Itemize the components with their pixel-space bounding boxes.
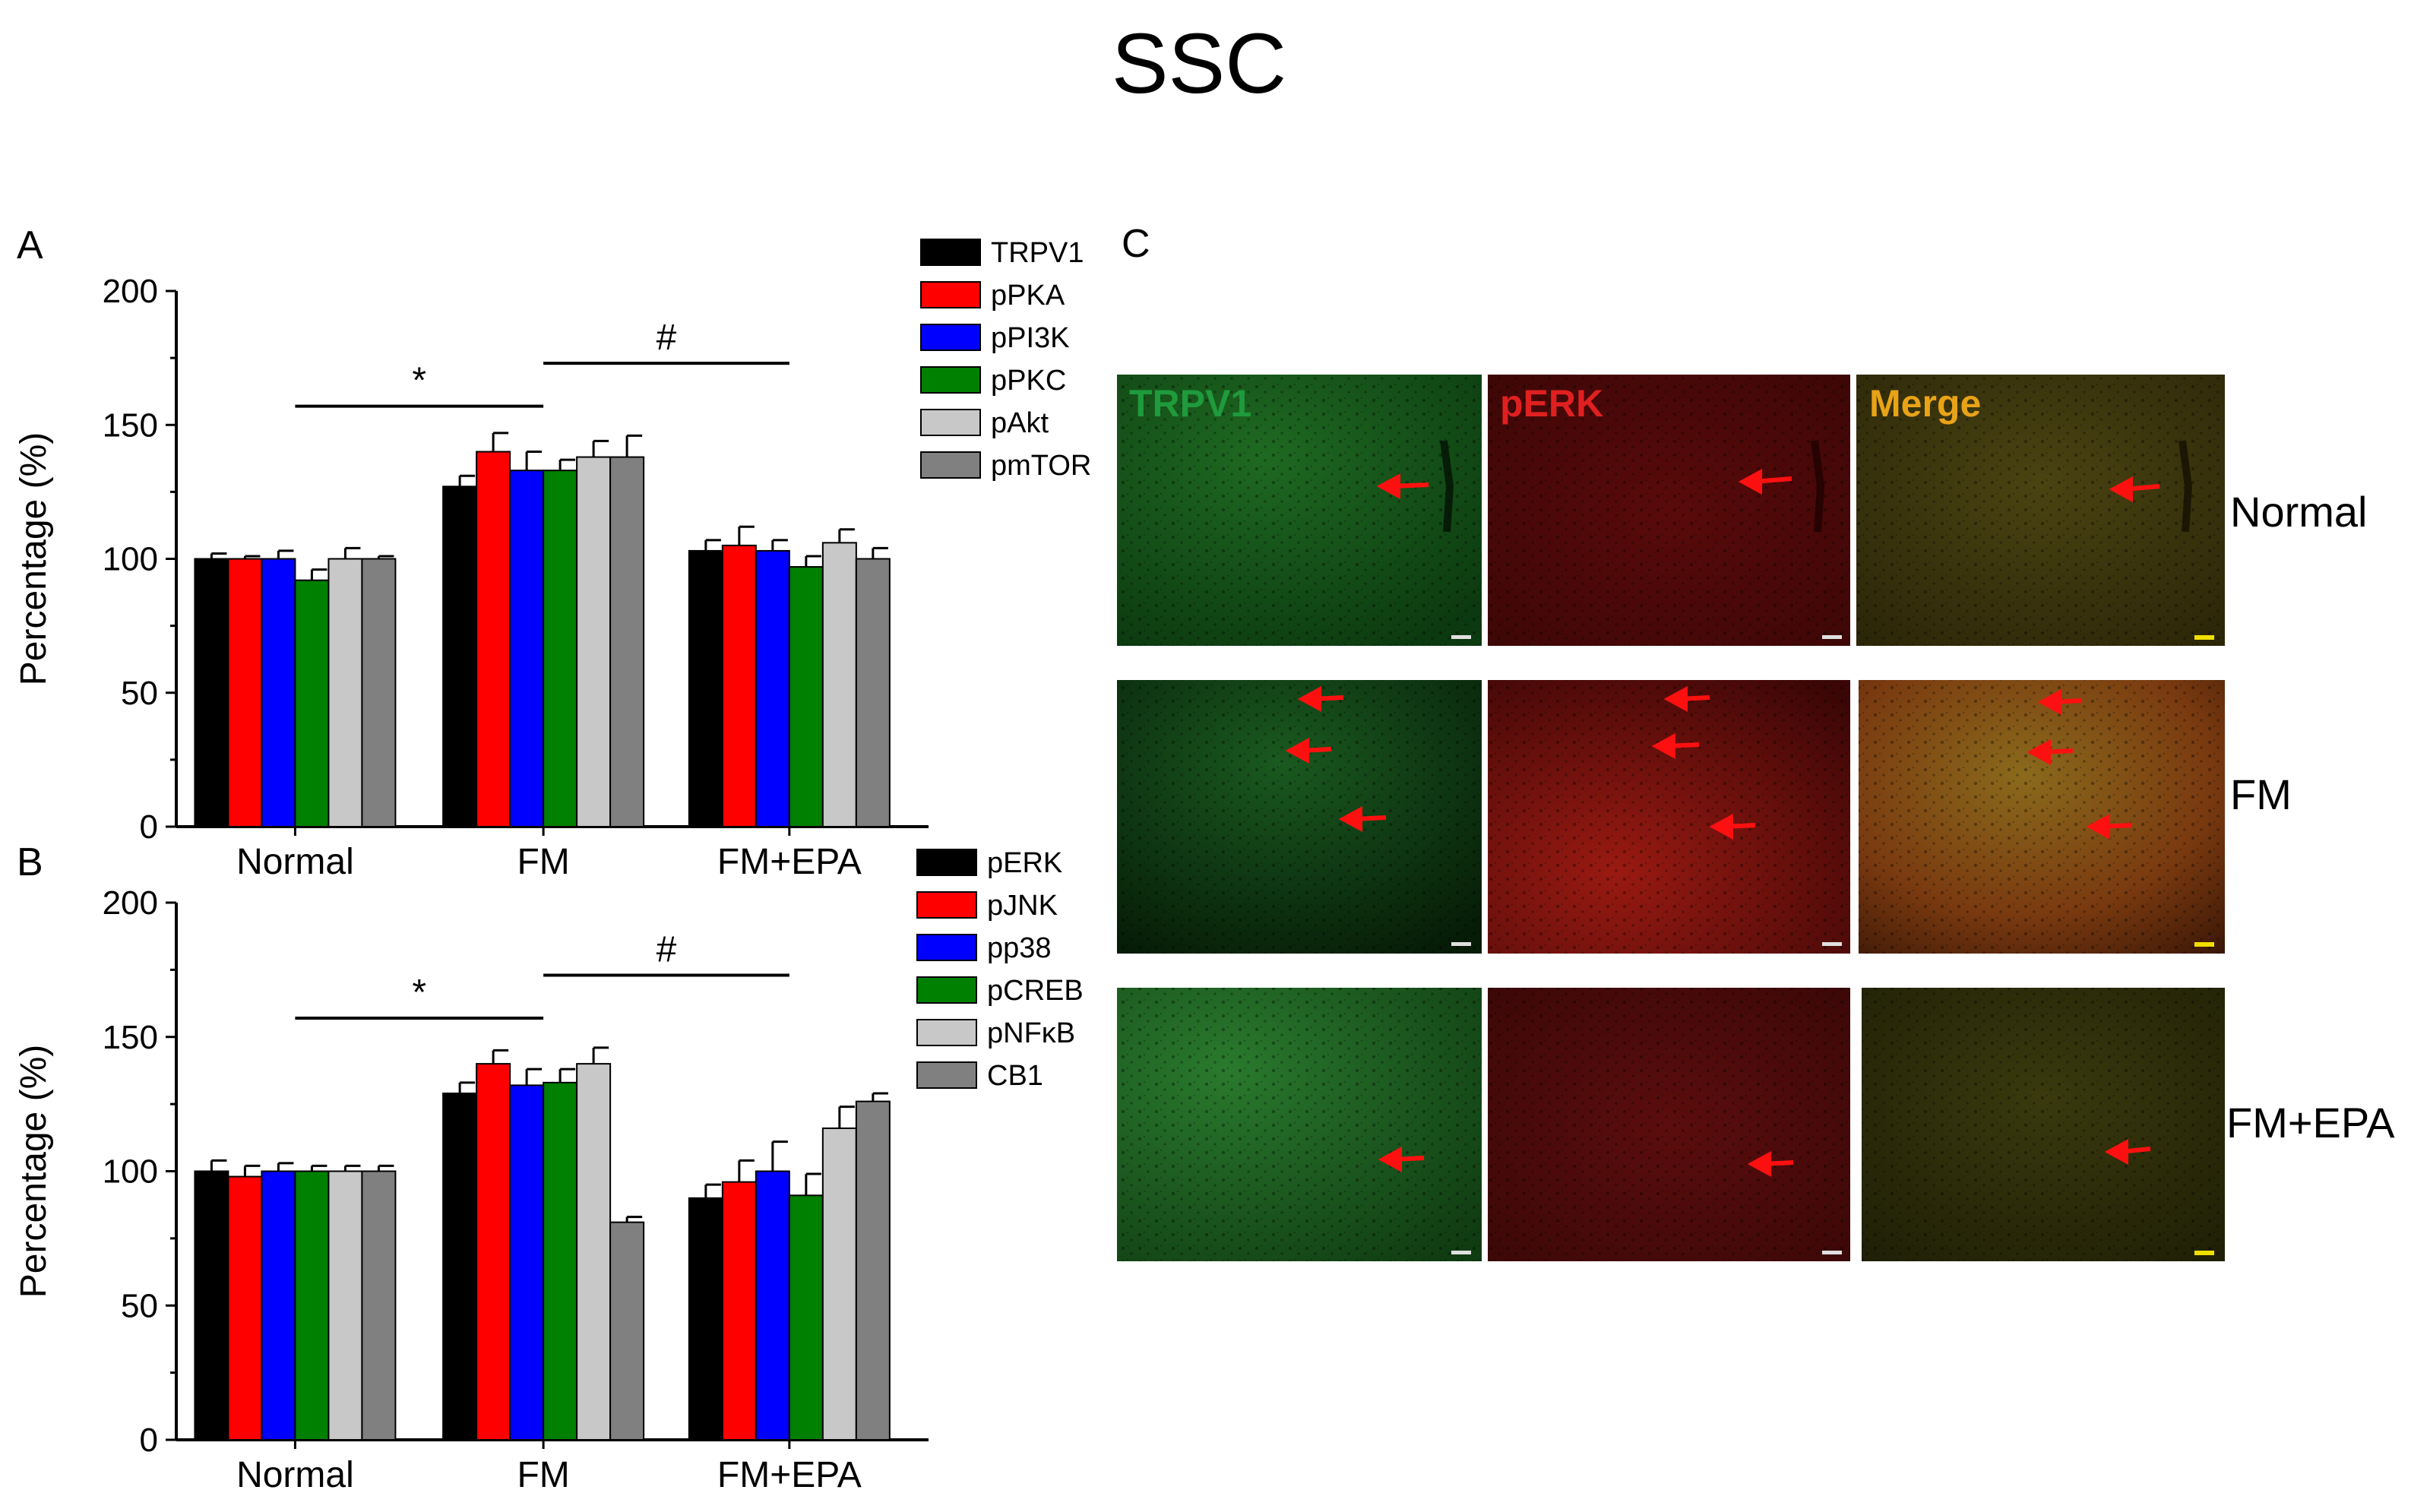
y-tick-label: 200	[103, 884, 158, 922]
x-tick-label: Normal	[236, 842, 354, 882]
bar	[361, 558, 397, 827]
x-tick-label: FM+EPA	[717, 842, 862, 882]
bar	[721, 544, 757, 827]
column-label-merge: Merge	[1869, 382, 1981, 425]
legend-swatch	[920, 281, 981, 308]
bar	[294, 579, 330, 827]
bar	[821, 1127, 857, 1441]
bar	[688, 549, 723, 827]
legend-swatch	[920, 409, 981, 436]
bar	[688, 1197, 723, 1441]
bar	[821, 542, 857, 827]
legend-label: pp38	[987, 932, 1052, 964]
panel-label-a: A	[17, 223, 43, 267]
column-label-perk: pERK	[1500, 382, 1603, 425]
row-label-fmepa: FM+EPA	[2226, 1099, 2395, 1147]
significance-marker: #	[657, 318, 677, 358]
legend-swatch	[920, 239, 981, 266]
y-tick-label: 100	[103, 541, 158, 578]
legend-swatch	[920, 451, 981, 479]
legend-swatch	[916, 1061, 977, 1089]
y-tick-label: 200	[103, 273, 158, 310]
legend-swatch	[920, 366, 981, 394]
legend-swatch	[916, 891, 977, 919]
legend-label: pPKC	[991, 365, 1066, 397]
row-label-normal: Normal	[2230, 488, 2367, 536]
legend-label: pPI3K	[991, 322, 1070, 354]
y-tick-label: 0	[140, 808, 158, 846]
legend-label: pERK	[987, 847, 1062, 879]
bar	[361, 1170, 397, 1441]
legend-label: pCREB	[987, 975, 1084, 1007]
bar	[576, 456, 612, 827]
y-tick-label: 50	[121, 675, 158, 712]
bar	[576, 1063, 612, 1441]
significance-marker: *	[412, 973, 426, 1013]
legend-swatch	[916, 1019, 977, 1046]
legend-label: pPKA	[991, 280, 1065, 312]
y-axis-label: Percentage (%)	[14, 432, 54, 686]
legend-label: pNFκB	[987, 1017, 1075, 1049]
x-tick-label: FM+EPA	[717, 1455, 862, 1495]
significance-marker: #	[657, 929, 677, 970]
bar	[788, 566, 824, 827]
legend-swatch	[916, 934, 977, 961]
y-tick-label: 150	[103, 1019, 158, 1056]
y-tick-label: 50	[121, 1287, 158, 1324]
bar	[721, 1181, 757, 1441]
bar	[788, 1194, 824, 1441]
bar	[476, 451, 511, 827]
bar	[543, 470, 578, 827]
bar	[755, 1170, 790, 1441]
significance-marker: *	[412, 361, 426, 401]
micrograph-panel: TRPV1 pERK Merge Normal FM FM+EPA	[1117, 375, 2395, 1261]
figure-title: SSC	[1112, 16, 1286, 111]
bar	[194, 1170, 229, 1441]
y-tick-label: 0	[140, 1422, 158, 1459]
column-label-trpv1: TRPV1	[1129, 382, 1251, 425]
legend-label: TRPV1	[991, 237, 1084, 269]
legend-label: pAkt	[991, 407, 1049, 439]
y-tick-label: 150	[103, 406, 158, 444]
legend-label: pmTOR	[991, 450, 1091, 482]
legend-label: CB1	[987, 1060, 1043, 1092]
x-tick-label: FM	[517, 1455, 569, 1495]
bar	[227, 1175, 263, 1441]
bar	[543, 1081, 578, 1441]
bar	[442, 486, 478, 827]
bar	[509, 1084, 545, 1441]
bar	[261, 558, 296, 827]
legend-swatch	[920, 324, 981, 351]
bar	[609, 456, 645, 827]
y-axis-label: Percentage (%)	[14, 1045, 54, 1298]
bar	[327, 1170, 363, 1441]
bar	[755, 549, 790, 827]
bar-chart-a: 0 50 100 150 200 Percentage (%) Normal FM FM+EPA…	[14, 237, 1091, 882]
bar	[294, 1170, 330, 1441]
panel-label-b: B	[17, 840, 43, 884]
x-tick-label: FM	[517, 842, 569, 882]
row-label-fm: FM	[2230, 770, 2292, 818]
bar	[609, 1221, 645, 1441]
bar	[194, 558, 229, 827]
legend-swatch	[916, 976, 977, 1004]
x-tick-label: Normal	[236, 1455, 354, 1495]
bar	[476, 1063, 511, 1441]
bar	[509, 470, 545, 827]
bar	[855, 1100, 891, 1441]
bar	[855, 558, 891, 827]
bar	[327, 558, 363, 827]
legend-swatch	[916, 849, 977, 876]
bar-chart-b: 0 50 100 150 200 Percentage (%) Normal FM FM+EPA…	[14, 847, 1084, 1495]
bar	[442, 1092, 478, 1441]
panel-label-c: C	[1122, 222, 1150, 266]
arrow-markers	[1285, 468, 2160, 1178]
legend-label: pJNK	[987, 890, 1058, 922]
y-tick-label: 100	[103, 1153, 158, 1191]
bar	[227, 558, 263, 827]
bar	[261, 1170, 296, 1441]
